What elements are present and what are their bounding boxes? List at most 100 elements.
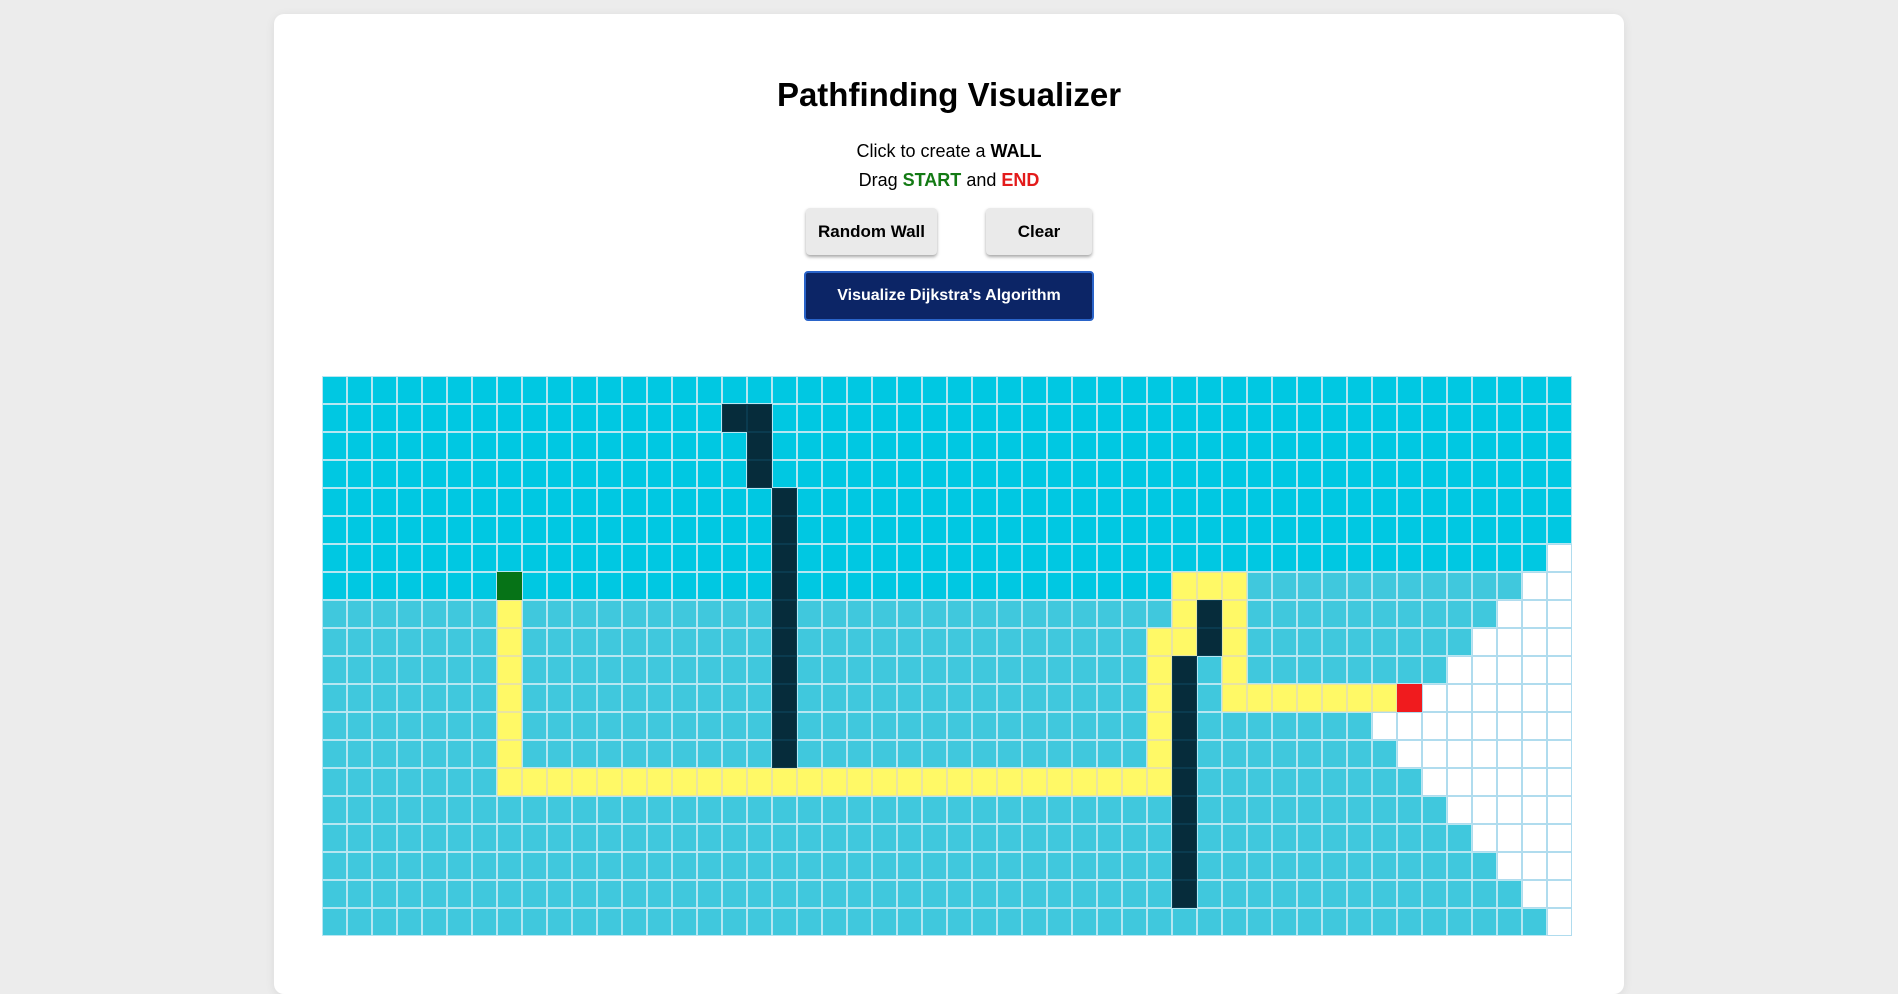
grid-node-visited[interactable] bbox=[1497, 516, 1522, 544]
grid-node-visited[interactable] bbox=[1447, 572, 1472, 600]
grid-node-visited[interactable] bbox=[1347, 740, 1372, 768]
grid-node-visited[interactable] bbox=[1422, 376, 1447, 404]
grid-node-visited[interactable] bbox=[572, 684, 597, 712]
grid-node-visited[interactable] bbox=[322, 572, 347, 600]
grid-node-visited[interactable] bbox=[622, 404, 647, 432]
grid-node-visited[interactable] bbox=[872, 684, 897, 712]
grid-node[interactable] bbox=[1547, 572, 1572, 600]
grid-node[interactable] bbox=[1497, 768, 1522, 796]
grid-node-wall[interactable] bbox=[1172, 684, 1197, 712]
grid-node-visited[interactable] bbox=[372, 684, 397, 712]
grid-node-visited[interactable] bbox=[1372, 768, 1397, 796]
grid-node-visited[interactable] bbox=[1372, 796, 1397, 824]
grid-node-visited[interactable] bbox=[747, 740, 772, 768]
grid-node[interactable] bbox=[1447, 796, 1472, 824]
grid-node-visited[interactable] bbox=[772, 852, 797, 880]
grid-node-visited[interactable] bbox=[397, 796, 422, 824]
grid-node-visited[interactable] bbox=[747, 572, 772, 600]
grid-node-visited[interactable] bbox=[422, 516, 447, 544]
grid-node-visited[interactable] bbox=[997, 628, 1022, 656]
grid-node-visited[interactable] bbox=[472, 628, 497, 656]
grid-node-visited[interactable] bbox=[497, 488, 522, 516]
grid-node-visited[interactable] bbox=[972, 796, 997, 824]
grid-node-visited[interactable] bbox=[347, 600, 372, 628]
grid-node-visited[interactable] bbox=[397, 656, 422, 684]
grid-node-visited[interactable] bbox=[1297, 656, 1322, 684]
grid-node-visited[interactable] bbox=[1397, 572, 1422, 600]
grid-node-visited[interactable] bbox=[872, 544, 897, 572]
grid-node-visited[interactable] bbox=[1347, 628, 1372, 656]
grid-node-visited[interactable] bbox=[397, 628, 422, 656]
grid-node-visited[interactable] bbox=[872, 824, 897, 852]
grid-node-visited[interactable] bbox=[347, 404, 372, 432]
grid-node-path[interactable] bbox=[1147, 656, 1172, 684]
grid-node-visited[interactable] bbox=[1147, 796, 1172, 824]
grid-node-visited[interactable] bbox=[472, 460, 497, 488]
grid-node-visited[interactable] bbox=[647, 460, 672, 488]
grid-node-visited[interactable] bbox=[1122, 376, 1147, 404]
grid-node-path[interactable] bbox=[1272, 684, 1297, 712]
grid-node-visited[interactable] bbox=[572, 572, 597, 600]
grid-node-visited[interactable] bbox=[1072, 684, 1097, 712]
grid-node-visited[interactable] bbox=[447, 488, 472, 516]
grid-node-visited[interactable] bbox=[947, 376, 972, 404]
grid-node-visited[interactable] bbox=[997, 740, 1022, 768]
grid-node-visited[interactable] bbox=[1022, 544, 1047, 572]
grid-node-visited[interactable] bbox=[697, 404, 722, 432]
grid-node-visited[interactable] bbox=[1547, 376, 1572, 404]
grid-node-visited[interactable] bbox=[872, 516, 897, 544]
grid-node-visited[interactable] bbox=[397, 712, 422, 740]
clear-button[interactable]: Clear bbox=[986, 208, 1092, 255]
grid-node-visited[interactable] bbox=[1022, 824, 1047, 852]
grid-node-visited[interactable] bbox=[497, 796, 522, 824]
grid-node-visited[interactable] bbox=[1047, 544, 1072, 572]
grid-node-path[interactable] bbox=[847, 768, 872, 796]
grid-node[interactable] bbox=[1497, 824, 1522, 852]
grid-node-wall[interactable] bbox=[1172, 768, 1197, 796]
grid-node-visited[interactable] bbox=[622, 824, 647, 852]
grid-node-visited[interactable] bbox=[1422, 824, 1447, 852]
grid-node-visited[interactable] bbox=[922, 684, 947, 712]
grid-node-visited[interactable] bbox=[1072, 824, 1097, 852]
grid-node-visited[interactable] bbox=[322, 684, 347, 712]
grid-node-visited[interactable] bbox=[697, 712, 722, 740]
grid-node-visited[interactable] bbox=[1322, 740, 1347, 768]
grid-node-visited[interactable] bbox=[347, 516, 372, 544]
grid-node-visited[interactable] bbox=[1197, 544, 1222, 572]
grid-node-visited[interactable] bbox=[1047, 572, 1072, 600]
grid-node[interactable] bbox=[1522, 656, 1547, 684]
grid-node-visited[interactable] bbox=[1297, 432, 1322, 460]
grid-node-visited[interactable] bbox=[872, 880, 897, 908]
grid-node-visited[interactable] bbox=[972, 656, 997, 684]
grid-node-visited[interactable] bbox=[897, 404, 922, 432]
grid-node-visited[interactable] bbox=[447, 824, 472, 852]
grid-node-visited[interactable] bbox=[1022, 684, 1047, 712]
grid-node-visited[interactable] bbox=[797, 740, 822, 768]
grid-node-visited[interactable] bbox=[822, 796, 847, 824]
grid-node-path[interactable] bbox=[1097, 768, 1122, 796]
grid-node-visited[interactable] bbox=[622, 852, 647, 880]
grid-node-visited[interactable] bbox=[347, 824, 372, 852]
grid-node-visited[interactable] bbox=[372, 376, 397, 404]
grid-node-visited[interactable] bbox=[1122, 852, 1147, 880]
grid-node-visited[interactable] bbox=[1247, 740, 1272, 768]
grid-node-visited[interactable] bbox=[872, 908, 897, 936]
grid-node-visited[interactable] bbox=[1497, 376, 1522, 404]
grid-node-visited[interactable] bbox=[447, 656, 472, 684]
grid-node-visited[interactable] bbox=[597, 544, 622, 572]
grid-node-visited[interactable] bbox=[597, 740, 622, 768]
grid-node-visited[interactable] bbox=[1047, 600, 1072, 628]
grid-node-visited[interactable] bbox=[947, 656, 972, 684]
grid-node-visited[interactable] bbox=[1047, 516, 1072, 544]
grid-node-path[interactable] bbox=[697, 768, 722, 796]
grid-node-visited[interactable] bbox=[1447, 376, 1472, 404]
grid-node-path[interactable] bbox=[497, 768, 522, 796]
grid-node-visited[interactable] bbox=[472, 824, 497, 852]
grid-node-visited[interactable] bbox=[897, 852, 922, 880]
grid-node-visited[interactable] bbox=[822, 376, 847, 404]
grid-node-visited[interactable] bbox=[422, 488, 447, 516]
grid-node-visited[interactable] bbox=[322, 852, 347, 880]
grid-node-visited[interactable] bbox=[397, 908, 422, 936]
grid-node[interactable] bbox=[1547, 600, 1572, 628]
grid-node-visited[interactable] bbox=[372, 488, 397, 516]
